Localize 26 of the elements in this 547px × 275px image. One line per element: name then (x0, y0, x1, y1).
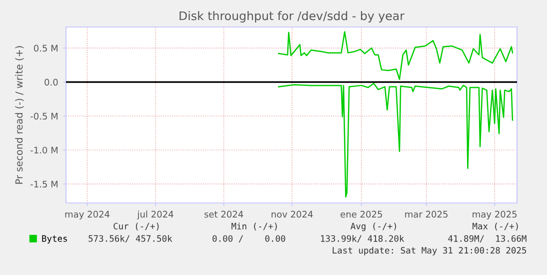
y-axis-title: Pr second read (-) / write (+) (15, 46, 24, 184)
legend-label: Bytes (42, 235, 67, 244)
text: 573.56k/ 457.50k (88, 235, 172, 242)
text: 133.99k/ 418.20k (321, 235, 404, 242)
line-series (278, 82, 514, 198)
x-tick-label: may 2025 (472, 210, 517, 220)
text: Avg (-/+) (350, 222, 396, 232)
y-tick-label: -0.5 M (30, 112, 58, 120)
x-tick-label: may 2024 (65, 210, 110, 220)
line-series (278, 31, 514, 80)
text: 41.89M/ 13.66M (448, 235, 526, 242)
x-tick-label: mar 2025 (405, 210, 448, 218)
text: Last update: Sat May 31 21:00:28 2025 (332, 246, 526, 256)
text: Max (-/+) (472, 222, 518, 230)
x-tick-label: nov 2024 (272, 210, 313, 218)
x-tick-label: jul 2024 (137, 210, 174, 220)
y-tick-label: -1.0 M (30, 146, 58, 154)
y-tick-label: 0.5 M (34, 44, 58, 52)
text: Cur (-/+) (114, 222, 159, 230)
chart-title: Disk throughput for /dev/sdd - by year (180, 11, 405, 23)
y-tick-label: 0.0 (44, 78, 58, 86)
text: Min (-/+) (232, 222, 277, 230)
x-tick-label: ene 2025 (340, 210, 382, 218)
y-tick-label: -1.5 M (30, 180, 58, 188)
x-tick-label: set 2024 (204, 210, 244, 218)
text: 0.00 / 0.00 (212, 235, 286, 242)
